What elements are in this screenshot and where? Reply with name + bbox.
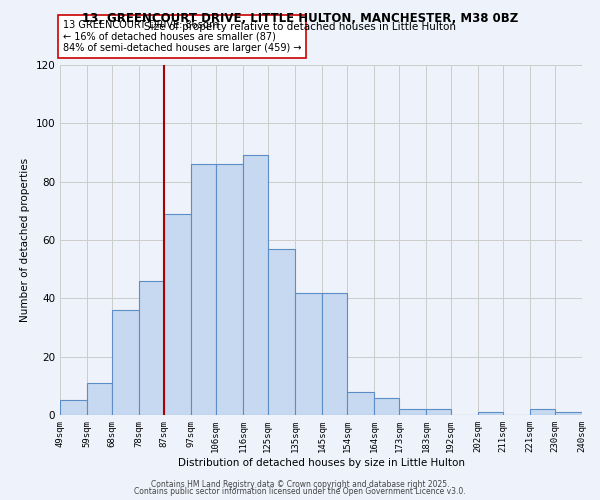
Bar bbox=[399, 409, 426, 415]
Bar bbox=[216, 164, 243, 415]
Bar bbox=[322, 292, 347, 415]
X-axis label: Distribution of detached houses by size in Little Hulton: Distribution of detached houses by size … bbox=[178, 458, 464, 468]
Bar bbox=[112, 310, 139, 415]
Bar bbox=[554, 412, 582, 415]
Bar bbox=[530, 409, 554, 415]
Text: Contains HM Land Registry data © Crown copyright and database right 2025.: Contains HM Land Registry data © Crown c… bbox=[151, 480, 449, 489]
Bar bbox=[478, 412, 503, 415]
Bar bbox=[374, 398, 399, 415]
Bar bbox=[426, 409, 451, 415]
Text: 13 GREENCOURT DRIVE: 86sqm
← 16% of detached houses are smaller (87)
84% of semi: 13 GREENCOURT DRIVE: 86sqm ← 16% of deta… bbox=[63, 20, 301, 54]
Text: Size of property relative to detached houses in Little Hulton: Size of property relative to detached ho… bbox=[144, 22, 456, 32]
Bar bbox=[347, 392, 374, 415]
Y-axis label: Number of detached properties: Number of detached properties bbox=[20, 158, 30, 322]
Text: Contains public sector information licensed under the Open Government Licence v3: Contains public sector information licen… bbox=[134, 488, 466, 496]
Bar bbox=[88, 383, 112, 415]
Bar bbox=[139, 281, 164, 415]
Bar bbox=[164, 214, 191, 415]
Text: 13, GREENCOURT DRIVE, LITTLE HULTON, MANCHESTER, M38 0BZ: 13, GREENCOURT DRIVE, LITTLE HULTON, MAN… bbox=[82, 12, 518, 26]
Bar bbox=[191, 164, 216, 415]
Bar bbox=[60, 400, 88, 415]
Bar bbox=[295, 292, 322, 415]
Bar bbox=[243, 156, 268, 415]
Bar bbox=[268, 248, 295, 415]
